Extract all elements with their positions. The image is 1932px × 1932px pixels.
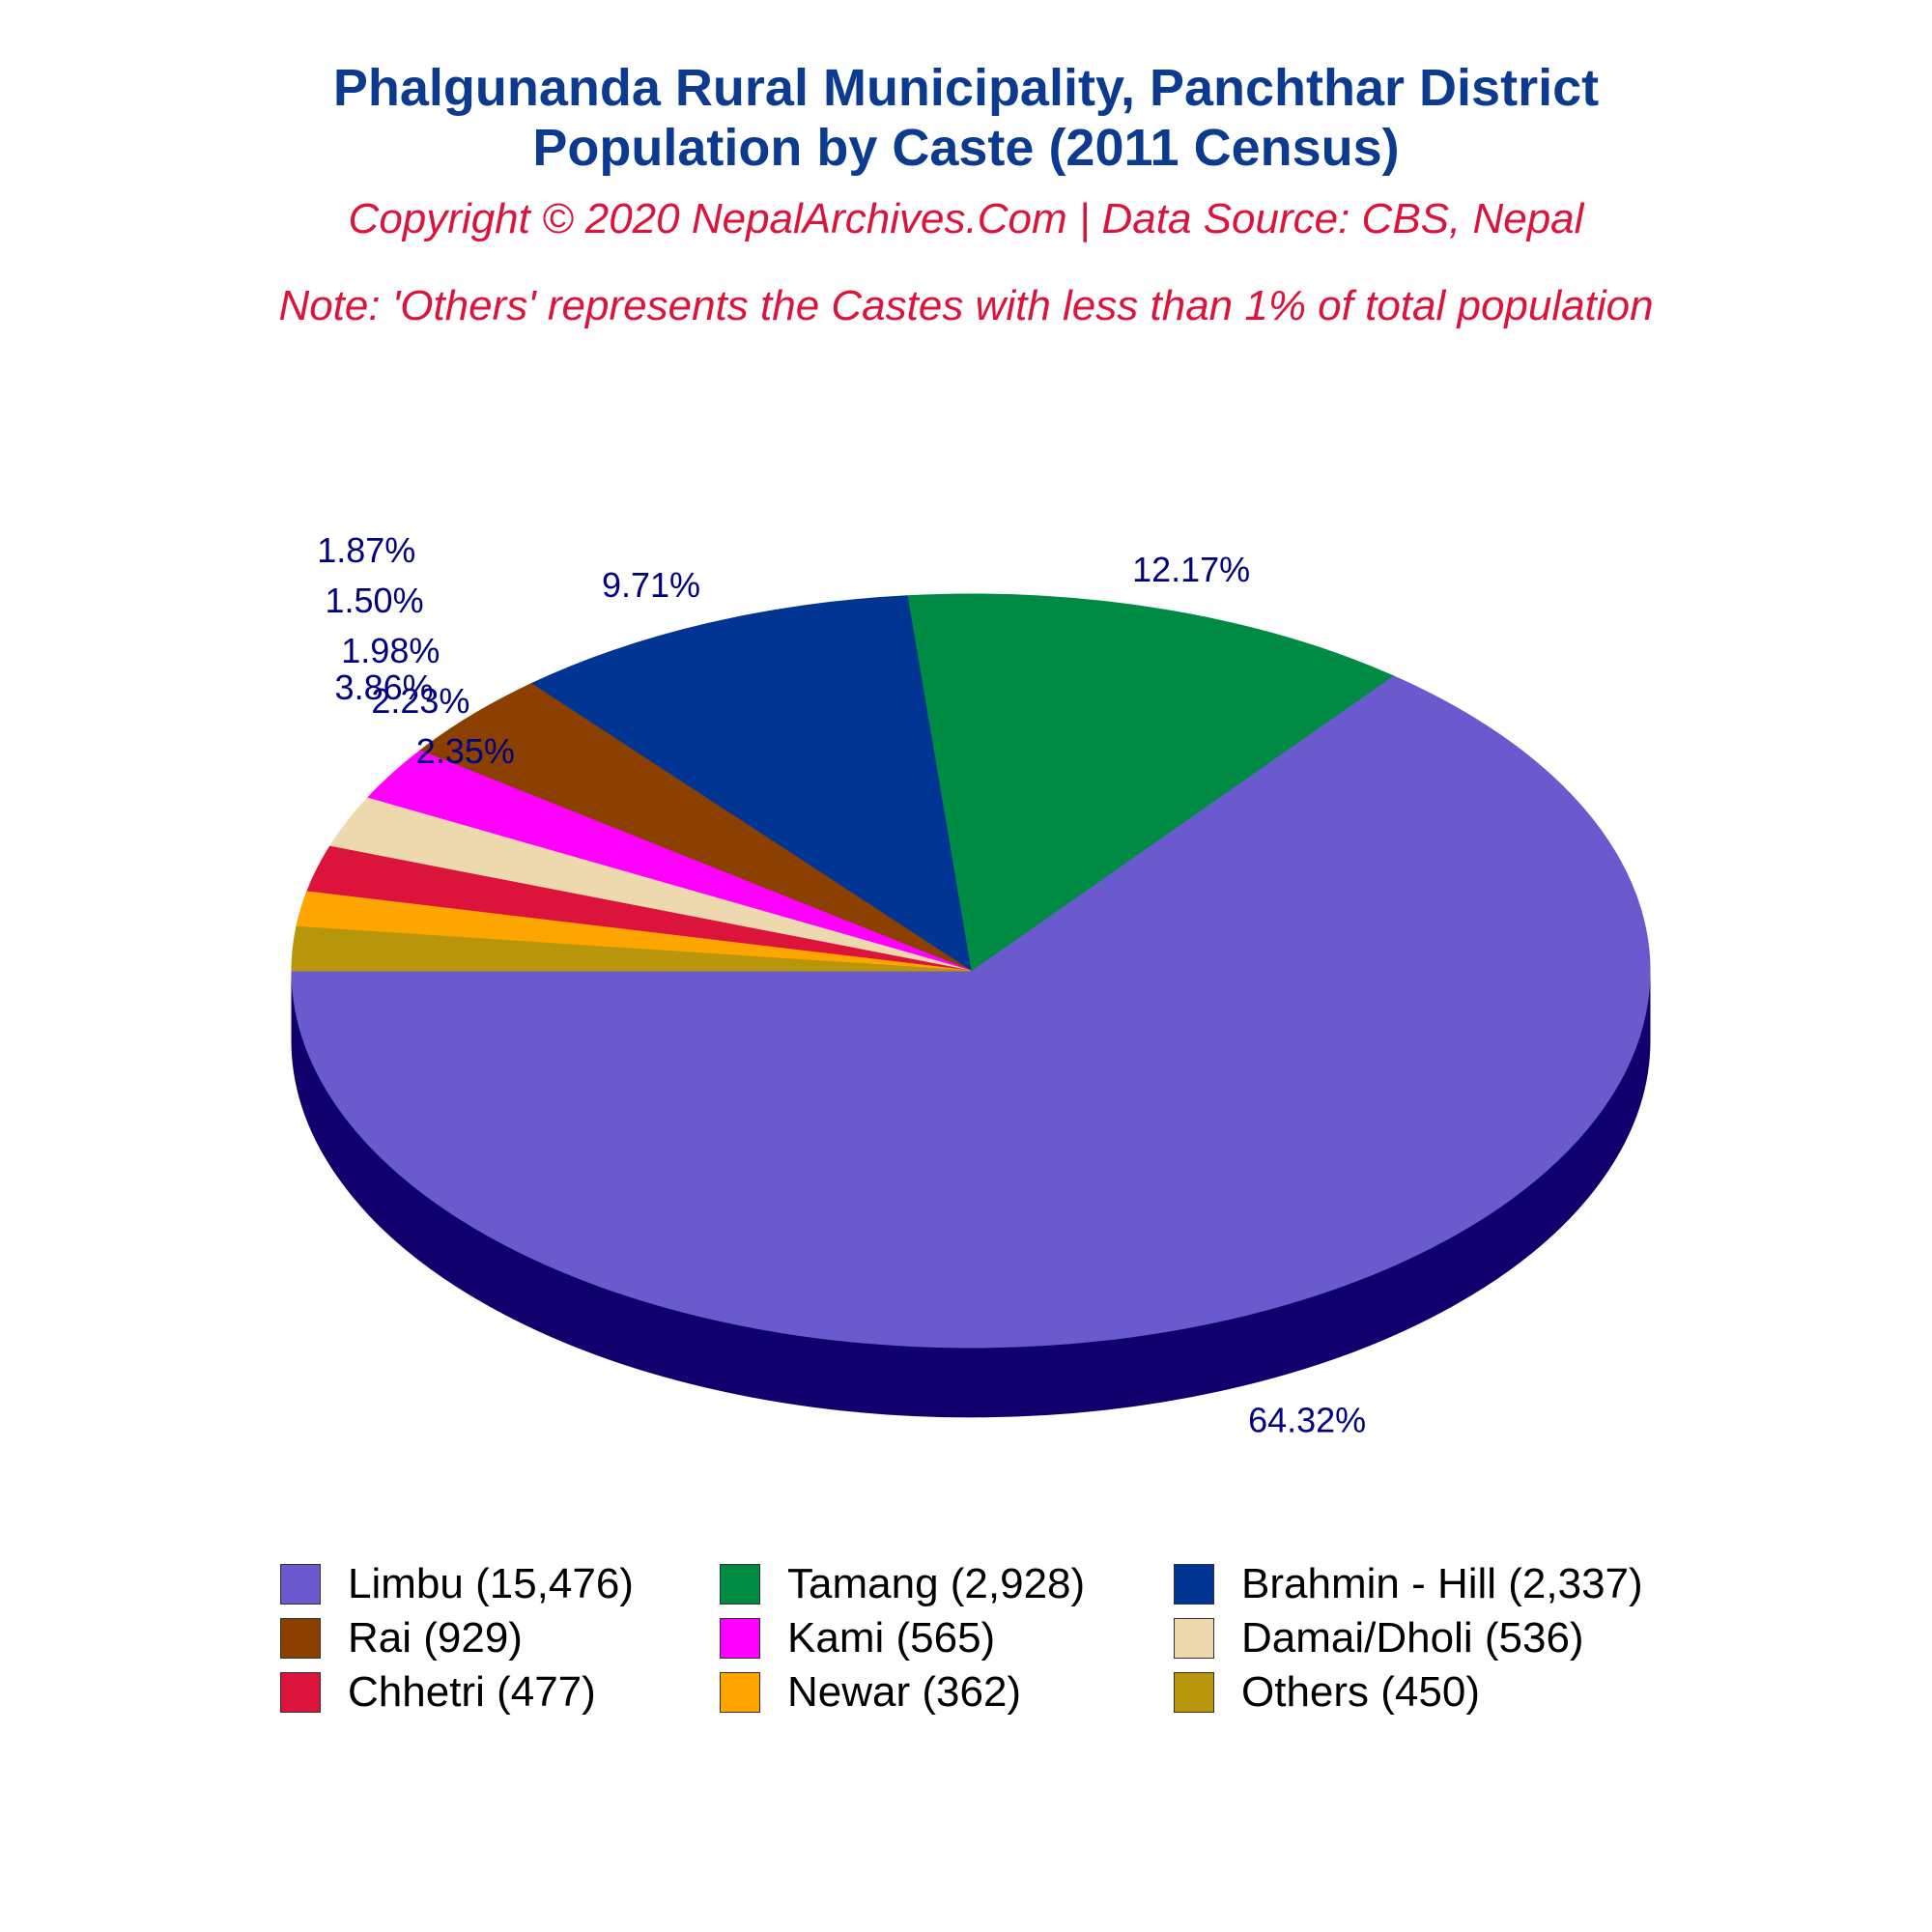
pct-label-6: 1.98% <box>341 631 440 670</box>
pie-slice-2 <box>529 595 972 973</box>
legend-label: Kami (565) <box>787 1614 996 1662</box>
pct-label-5: 2.23% <box>371 681 469 721</box>
pct-label-3: 3.86% <box>335 668 434 707</box>
legend-label: Newar (362) <box>787 1668 1022 1716</box>
legend-item-0: Limbu (15,476) <box>280 1560 720 1608</box>
legend-label: Rai (929) <box>348 1614 523 1662</box>
legend-label: Brahmin - Hill (2,337) <box>1241 1560 1643 1607</box>
legend-swatch <box>280 1618 321 1659</box>
pie-slice-1 <box>906 593 1395 972</box>
legend-swatch <box>1174 1672 1214 1713</box>
pie-slice-8 <box>291 925 972 972</box>
legend-item-1: Tamang (2,928) <box>720 1560 1174 1608</box>
legend-item-3: Rai (929) <box>280 1614 720 1662</box>
pct-label-8: 1.87% <box>317 530 415 570</box>
legend-item-5: Damai/Dholi (536) <box>1174 1614 1715 1662</box>
pct-label-4: 2.35% <box>416 731 515 771</box>
legend-item-4: Kami (565) <box>720 1614 1174 1662</box>
copyright-text: Copyright © 2020 NepalArchives.Com | Dat… <box>348 195 1584 242</box>
pie-labels: 64.32% 12.17% 9.71% 3.86% 2.35% 2.23% 1.98% 1.5… <box>317 530 1366 1440</box>
chart-title: Phalgunanda Rural Municipality, Panchtha… <box>0 58 1932 178</box>
pie-top <box>291 593 1651 1349</box>
pie-slice-0 <box>291 674 1651 1349</box>
pct-label-1: 12.17% <box>1132 550 1250 589</box>
legend-swatch <box>280 1672 321 1713</box>
legend-item-8: Others (450) <box>1174 1668 1715 1717</box>
title-line-1: Phalgunanda Rural Municipality, Panchtha… <box>332 59 1600 117</box>
legend-swatch <box>720 1672 760 1713</box>
legend-item-6: Chhetri (477) <box>280 1668 720 1717</box>
legend-swatch <box>720 1618 760 1659</box>
legend-label: Limbu (15,476) <box>348 1560 634 1607</box>
chart-legend: Limbu (15,476) Tamang (2,928) Brahmin - Hi… <box>280 1560 1729 1717</box>
legend-swatch <box>280 1564 321 1605</box>
legend-swatch <box>1174 1564 1214 1605</box>
legend-swatch <box>1174 1618 1214 1659</box>
legend-label: Tamang (2,928) <box>787 1560 1086 1607</box>
note-text: Note: 'Others' represents the Castes wit… <box>278 282 1654 329</box>
legend-item-7: Newar (362) <box>720 1668 1174 1717</box>
legend-swatch <box>720 1564 760 1605</box>
pct-label-0: 64.32% <box>1248 1401 1366 1440</box>
legend-label: Others (450) <box>1241 1668 1480 1716</box>
chart-header: Phalgunanda Rural Municipality, Panchtha… <box>0 58 1932 330</box>
title-line-2: Population by Caste (2011 Census) <box>532 119 1400 177</box>
pct-label-7: 1.50% <box>326 581 424 620</box>
legend-label: Damai/Dholi (536) <box>1241 1614 1584 1662</box>
legend-label: Chhetri (477) <box>348 1668 596 1716</box>
pct-label-2: 9.71% <box>602 565 700 605</box>
legend-item-2: Brahmin - Hill (2,337) <box>1174 1560 1715 1608</box>
